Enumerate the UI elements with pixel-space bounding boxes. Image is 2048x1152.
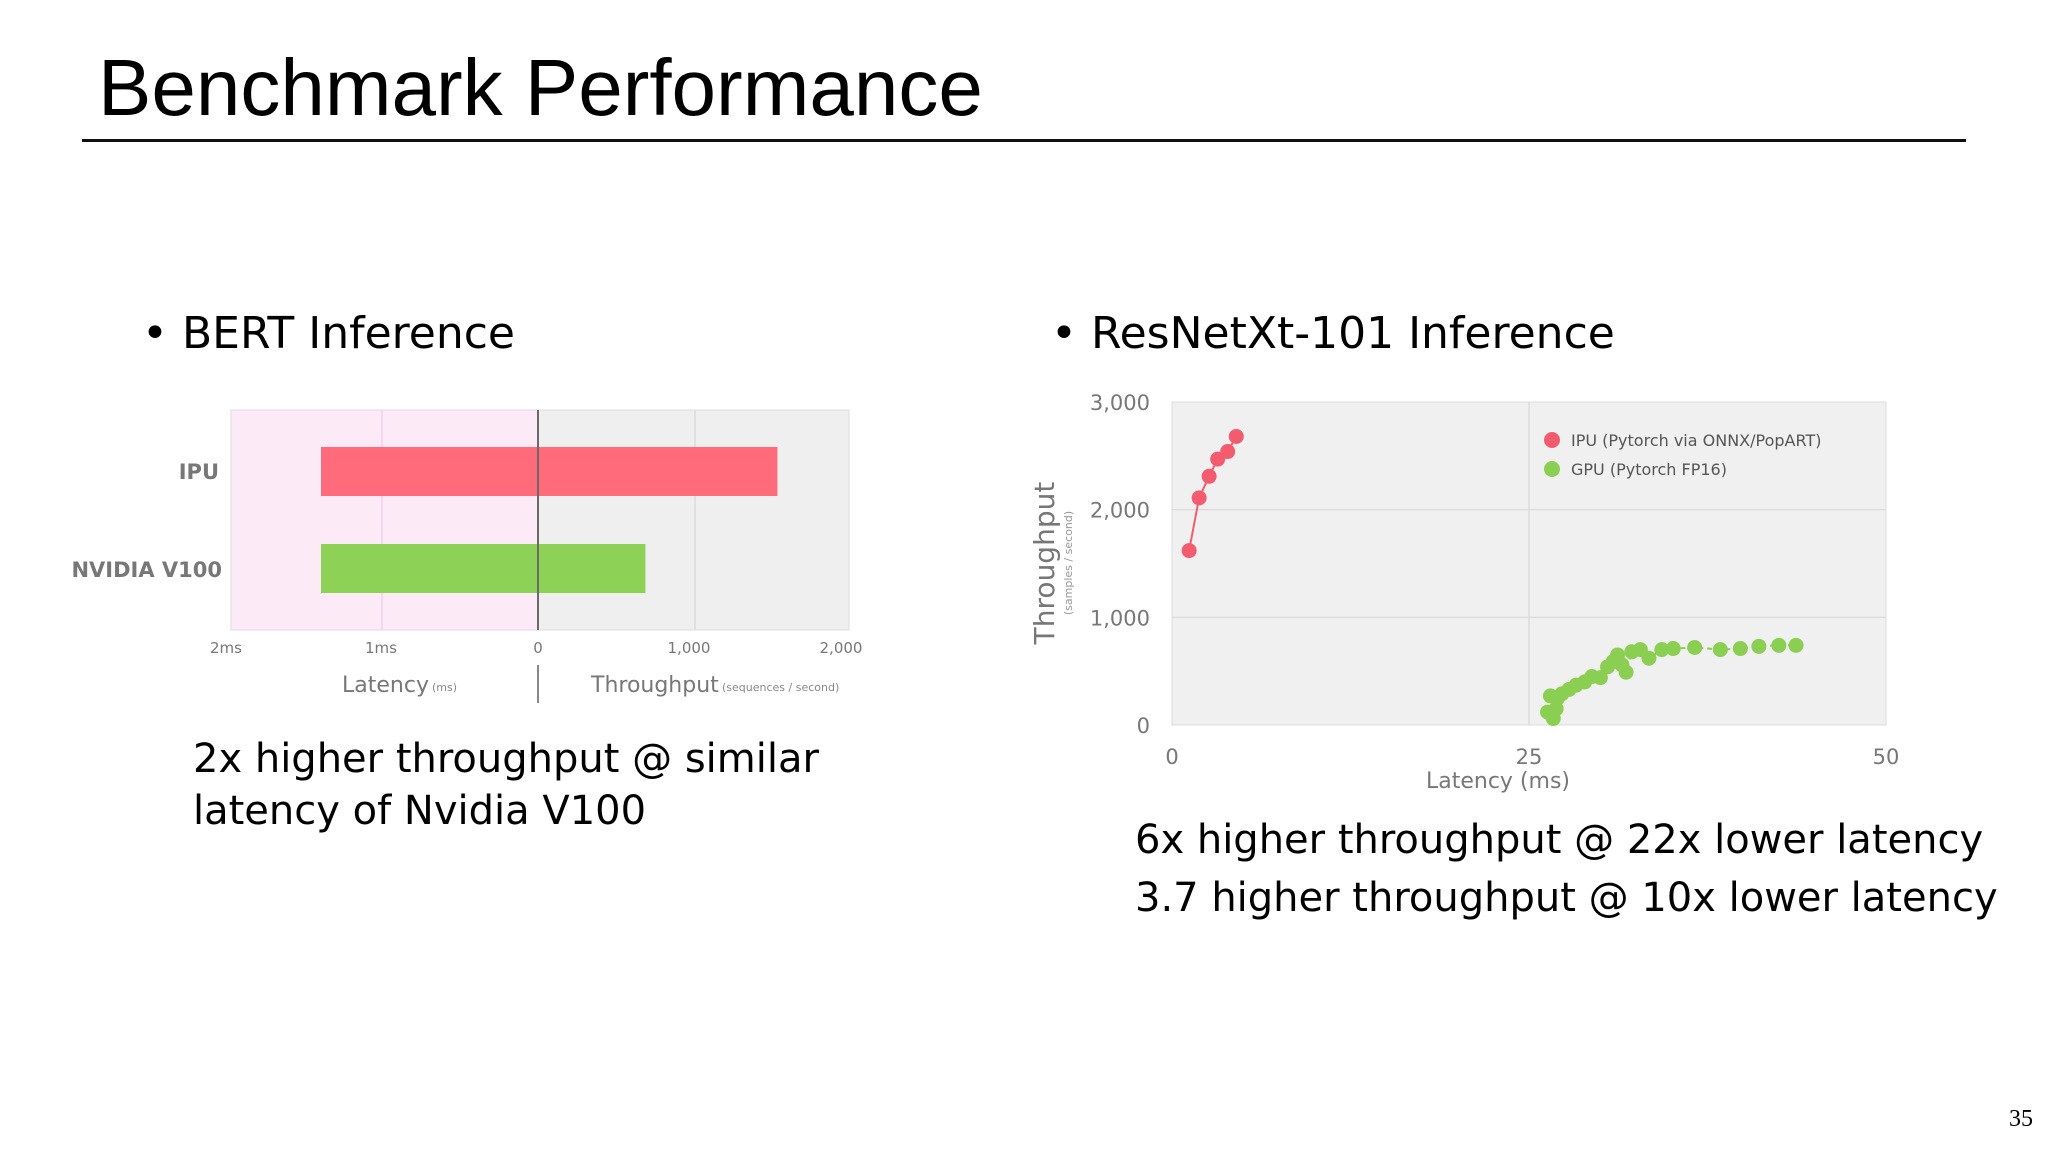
x-tick-label: 50 bbox=[1873, 745, 1900, 769]
y-axis-sublabel: (samples / second) bbox=[1062, 511, 1075, 615]
data-point-gpu bbox=[1687, 639, 1703, 655]
latency-axis-unit: (ms) bbox=[432, 681, 457, 694]
y-tick-label: 2,000 bbox=[1090, 499, 1150, 523]
tick-label-1ms: 1ms bbox=[365, 639, 397, 657]
bert-bullet: • BERT Inference bbox=[142, 306, 515, 362]
tick-label-2ms: 2ms bbox=[210, 639, 242, 657]
bert-chart: IPU NVIDIA V100 2ms 1ms 0 1,000 2,000 La… bbox=[71, 409, 863, 703]
legend-marker-gpu bbox=[1544, 461, 1560, 477]
title-rule bbox=[82, 139, 1966, 142]
data-point-gpu bbox=[1732, 641, 1748, 657]
legend-label-gpu: GPU (Pytorch FP16) bbox=[1571, 460, 1727, 479]
x-axis-label: Latency (ms) bbox=[1426, 769, 1570, 794]
bert-note-line-1: 2x higher throughput @ similar bbox=[193, 736, 819, 782]
data-point-ipu bbox=[1220, 444, 1236, 460]
y-axis-label: Throughput bbox=[1028, 482, 1061, 646]
resnext-note-line-1: 6x higher throughput @ 22x lower latency bbox=[1135, 817, 1984, 863]
data-point-gpu bbox=[1771, 637, 1787, 653]
data-point-gpu bbox=[1788, 637, 1804, 653]
data-point-ipu bbox=[1181, 543, 1197, 559]
data-point-ipu bbox=[1228, 428, 1244, 444]
data-point-ipu bbox=[1201, 468, 1217, 484]
legend-label-ipu: IPU (Pytorch via ONNX/PopART) bbox=[1571, 431, 1821, 450]
category-label-v100: NVIDIA V100 bbox=[71, 558, 222, 582]
x-tick-label: 0 bbox=[1165, 745, 1178, 769]
x-tick-label: 25 bbox=[1516, 745, 1543, 769]
y-tick-label: 1,000 bbox=[1090, 606, 1150, 630]
y-tick-label: 3,000 bbox=[1090, 391, 1150, 415]
tick-label-0: 0 bbox=[533, 639, 543, 657]
tick-label-1000: 1,000 bbox=[668, 639, 711, 657]
throughput-axis-unit: (sequences / second) bbox=[722, 681, 839, 694]
data-point-gpu bbox=[1654, 642, 1670, 658]
legend-marker-ipu bbox=[1544, 432, 1560, 448]
resnext-note: 6x higher throughput @ 22x lower latency… bbox=[1135, 811, 1998, 927]
throughput-bar-v100 bbox=[538, 544, 646, 593]
resnext-bullet-text: ResNetXt-101 Inference bbox=[1091, 308, 1615, 359]
bullet-dot: • bbox=[1051, 308, 1077, 359]
data-point-gpu bbox=[1665, 641, 1681, 657]
category-label-ipu: IPU bbox=[179, 460, 219, 484]
data-point-gpu bbox=[1712, 642, 1728, 658]
resnext-bullet: • ResNetXt-101 Inference bbox=[1051, 306, 1615, 362]
page-number: 35 bbox=[2009, 1106, 2033, 1132]
legend: IPU (Pytorch via ONNX/PopART) GPU (Pytor… bbox=[1544, 431, 1821, 479]
bullet-dot: • bbox=[142, 308, 168, 359]
bert-note: 2x higher throughput @ similar latency o… bbox=[193, 733, 819, 837]
y-tick-label: 0 bbox=[1137, 714, 1150, 738]
bert-note-line-2: latency of Nvidia V100 bbox=[193, 788, 647, 834]
resnext-note-line-2: 3.7 higher throughput @ 10x lower latenc… bbox=[1135, 875, 1998, 921]
data-point-gpu bbox=[1618, 664, 1634, 680]
data-point-ipu bbox=[1191, 490, 1207, 506]
tick-label-2000: 2,000 bbox=[820, 639, 863, 657]
data-point-gpu bbox=[1592, 670, 1608, 686]
throughput-axis-label: Throughput bbox=[590, 673, 719, 698]
latency-bar-v100 bbox=[321, 544, 538, 593]
throughput-bar-ipu bbox=[538, 447, 778, 496]
latency-axis-label: Latency bbox=[342, 673, 429, 698]
data-point-gpu bbox=[1751, 638, 1767, 654]
slide-title: Benchmark Performance bbox=[98, 43, 983, 132]
bert-bullet-text: BERT Inference bbox=[182, 308, 515, 359]
data-point-gpu bbox=[1542, 688, 1558, 704]
throughput-panel bbox=[537, 409, 850, 631]
resnext-chart: 0 1,000 2,000 3,000 0 25 50 IPU (Pytorch via O… bbox=[1028, 391, 1900, 794]
data-point-gpu bbox=[1641, 650, 1657, 666]
latency-panel bbox=[230, 409, 539, 631]
latency-bar-ipu bbox=[321, 447, 538, 496]
